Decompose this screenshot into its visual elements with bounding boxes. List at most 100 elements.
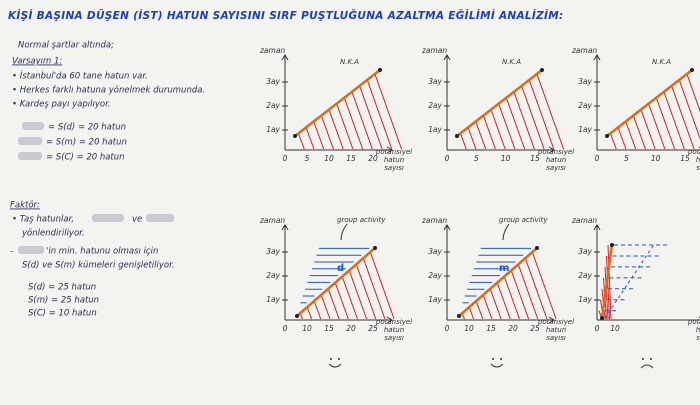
hatch — [498, 103, 516, 150]
y-tick-label: 1ay — [578, 125, 592, 134]
x-tick-label: 10 — [324, 154, 334, 163]
factor-line: yönlendiriliyor. — [21, 229, 85, 239]
annotation: N.K.A — [340, 58, 359, 66]
bullet: • Herkes farklı hatuna yönelmek durumund… — [12, 86, 205, 96]
y-tick-label: 3ay — [266, 77, 280, 86]
face-eye — [650, 358, 652, 360]
x-tick-label: 10 — [651, 154, 661, 163]
face-eye — [492, 358, 494, 360]
face-mouth — [640, 364, 654, 369]
hatch — [607, 244, 612, 320]
annotation: group activity — [337, 216, 386, 224]
hatch — [305, 127, 315, 150]
x-tick-label: 0 — [445, 154, 450, 163]
y-tick-label: 2ay — [428, 271, 442, 280]
x-tick-label: 25 — [368, 324, 378, 333]
arrow — [281, 224, 289, 231]
arrow — [340, 223, 348, 241]
trend-line — [456, 69, 543, 137]
hatch — [609, 133, 617, 150]
x-tick-label: 10 — [464, 324, 474, 333]
set-line: = S(C) = 20 hatun — [46, 153, 125, 163]
x-tick-label: 20 — [368, 154, 378, 163]
hatch — [362, 258, 386, 320]
hatch — [313, 121, 325, 150]
endpoint — [690, 68, 694, 72]
x-tick-label: 15 — [486, 324, 496, 333]
arrow — [593, 54, 601, 61]
x-tick-label: 10 — [501, 154, 511, 163]
endpoint — [540, 68, 544, 72]
hatch — [606, 255, 610, 320]
hatch — [341, 276, 358, 320]
y-tick-label: 1ay — [266, 125, 280, 134]
trend-line — [600, 244, 614, 319]
arrow — [548, 146, 555, 154]
hatch — [369, 251, 395, 320]
face-mouth — [328, 363, 342, 368]
x-tick-label: 15 — [324, 324, 334, 333]
hatch — [536, 73, 564, 150]
hatch — [336, 103, 354, 150]
hatch — [355, 264, 377, 320]
y-tick-label: 2ay — [266, 101, 280, 110]
hatch — [327, 288, 340, 320]
hatch — [640, 109, 656, 150]
x-axis-label: sayısı — [546, 164, 566, 172]
set-line: = S(m) = 20 hatun — [46, 138, 127, 148]
hatch — [648, 103, 666, 150]
y-tick-label: 3ay — [428, 247, 442, 256]
x-tick-label: 5 — [474, 154, 479, 163]
hatch — [306, 306, 313, 320]
x-axis-label: hatun — [384, 326, 404, 334]
blurred-name — [18, 152, 42, 160]
x-axis-label: hatun — [546, 156, 566, 164]
blurred-name — [22, 122, 44, 130]
endpoint — [457, 314, 461, 318]
x-axis-label: potansiyel — [687, 318, 700, 326]
y-axis-label: zaman — [571, 46, 597, 55]
x-axis-label: sayısı — [384, 164, 404, 172]
arrow — [443, 224, 451, 231]
hatch — [510, 270, 530, 320]
mark-letter: m — [499, 263, 509, 274]
hatch — [496, 282, 511, 320]
hatch — [320, 115, 334, 150]
endpoint — [293, 134, 297, 138]
y-tick-label: 2ay — [428, 101, 442, 110]
blurred-name — [18, 246, 44, 254]
face-eye — [330, 358, 332, 360]
heading: Varsayım 1: — [12, 57, 62, 67]
endpoint — [605, 134, 609, 138]
blurred-name — [92, 214, 124, 222]
x-tick-label: 0 — [283, 154, 288, 163]
x-axis-label: sayısı — [546, 334, 566, 342]
hatch — [320, 294, 331, 320]
hatch — [482, 294, 493, 320]
endpoint — [378, 68, 382, 72]
x-axis-label: sayısı — [384, 334, 404, 342]
hatch — [663, 91, 685, 150]
trend-line — [294, 69, 381, 137]
face-mouth — [490, 363, 504, 368]
hatch — [366, 79, 393, 150]
y-axis-label: zaman — [259, 216, 285, 225]
hatch — [490, 109, 506, 150]
set-line: = S(d) = 20 hatun — [48, 123, 126, 133]
y-axis-label: zaman — [421, 216, 447, 225]
x-tick-label: 5 — [305, 154, 310, 163]
hatch — [297, 133, 305, 150]
y-tick-label: 2ay — [578, 271, 592, 280]
y-tick-label: 2ay — [266, 271, 280, 280]
hatch — [517, 264, 539, 320]
hatch — [489, 288, 502, 320]
mark-letter: d — [337, 263, 344, 274]
hatch — [351, 91, 373, 150]
x-axis-label: hatun — [546, 326, 566, 334]
hatch — [505, 97, 526, 150]
x-axis-label: potansiyel — [375, 318, 412, 326]
hatch — [475, 300, 484, 320]
y-axis-label: zaman — [571, 216, 597, 225]
face-eye — [500, 358, 502, 360]
arrow — [443, 54, 451, 61]
